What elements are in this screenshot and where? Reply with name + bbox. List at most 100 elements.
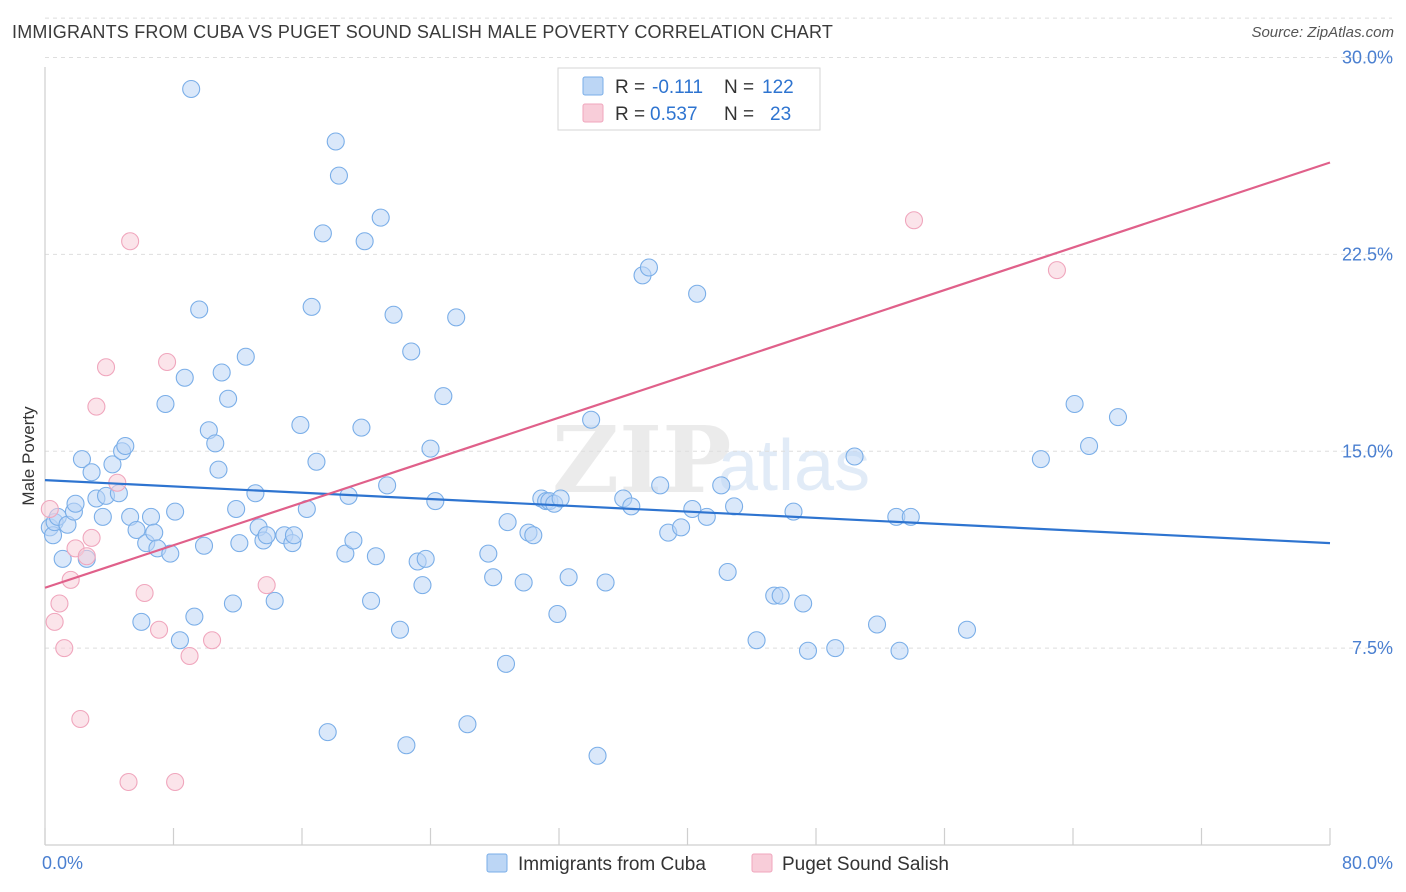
- data-point: [479, 544, 498, 563]
- data-point: [206, 434, 225, 453]
- data-point: [336, 544, 355, 563]
- data-point: [798, 641, 818, 660]
- data-point: [366, 547, 385, 566]
- data-point: [416, 549, 435, 568]
- data-point: [291, 415, 310, 435]
- data-point: [371, 208, 390, 227]
- data-point: [132, 612, 151, 631]
- data-point: [87, 397, 106, 416]
- bottom-legend-swatch-cuba: [486, 853, 508, 873]
- data-point: [180, 646, 199, 666]
- bottom-legend-label-cuba: Immigrants from Cuba: [518, 854, 706, 875]
- data-point: [447, 308, 466, 327]
- data-point: [170, 631, 189, 650]
- data-point: [318, 723, 337, 742]
- data-point: [141, 507, 161, 526]
- legend-r-label-salish: R =: [615, 104, 645, 125]
- data-point: [50, 594, 69, 613]
- legend-n-value-salish: 23: [770, 104, 791, 125]
- data-point: [362, 591, 381, 610]
- watermark-zip: ZIP: [552, 406, 731, 514]
- data-point: [484, 568, 503, 587]
- data-point: [45, 612, 64, 631]
- series-legend: Immigrants from Cuba Puget Sound Salish: [486, 853, 949, 875]
- data-point: [212, 363, 231, 382]
- data-point: [524, 526, 543, 545]
- series-immigrants-from-cuba: [40, 79, 1128, 765]
- data-point: [53, 549, 72, 568]
- data-point: [96, 358, 116, 377]
- data-point: [559, 568, 578, 587]
- watermark-atlas: atlas: [718, 426, 870, 506]
- data-point: [904, 211, 924, 230]
- legend-r-value-cuba: -0.111: [652, 77, 703, 98]
- data-point: [426, 492, 445, 511]
- data-point: [890, 641, 909, 660]
- data-point: [683, 499, 702, 519]
- data-point: [582, 410, 601, 429]
- data-point: [55, 639, 74, 658]
- data-point: [72, 450, 91, 469]
- data-point: [127, 520, 146, 540]
- data-point: [397, 736, 416, 755]
- data-point: [1065, 394, 1084, 414]
- data-point: [747, 631, 766, 650]
- data-point: [551, 489, 570, 508]
- x-tick-label-max: 80.0%: [1342, 853, 1393, 873]
- data-point: [313, 224, 332, 243]
- data-point: [390, 620, 410, 639]
- data-point: [149, 620, 169, 639]
- data-point: [203, 631, 222, 650]
- data-point: [725, 497, 744, 516]
- stats-legend: R = -0.111 N = 122 R = 0.537 N = 23: [557, 67, 821, 131]
- legend-swatch-cuba: [582, 76, 604, 96]
- data-point: [161, 544, 180, 563]
- data-point: [421, 439, 440, 458]
- data-point: [1047, 261, 1066, 280]
- data-point: [901, 507, 920, 526]
- bottom-legend-label-salish: Puget Sound Salish: [782, 854, 949, 875]
- trend-lines: [44, 161, 1331, 589]
- data-point: [230, 534, 249, 553]
- data-point: [672, 518, 691, 537]
- data-point: [352, 418, 371, 437]
- data-point: [190, 300, 209, 319]
- data-point: [458, 715, 477, 734]
- data-point: [514, 573, 533, 592]
- data-point: [227, 499, 246, 519]
- data-point: [302, 297, 321, 316]
- data-point: [156, 394, 175, 414]
- data-point: [66, 494, 85, 513]
- data-point: [93, 507, 112, 526]
- data-point: [40, 499, 59, 519]
- data-point: [71, 709, 90, 729]
- data-point: [957, 620, 977, 639]
- data-point: [622, 497, 641, 516]
- data-point: [175, 368, 194, 387]
- data-point: [329, 166, 348, 185]
- data-point: [712, 476, 731, 495]
- data-point: [867, 615, 887, 634]
- data-point: [307, 452, 326, 471]
- data-point: [344, 531, 363, 550]
- data-point: [284, 526, 304, 545]
- data-point: [257, 576, 276, 595]
- legend-n-label-salish: N =: [724, 104, 754, 125]
- data-point: [103, 455, 122, 474]
- data-point: [219, 389, 238, 408]
- data-point: [402, 342, 421, 361]
- data-point: [209, 460, 228, 479]
- data-point: [771, 586, 790, 605]
- data-point: [257, 526, 276, 545]
- data-point: [121, 232, 140, 251]
- y-tick-label-1: 15.0%: [1342, 441, 1393, 461]
- data-point: [794, 594, 813, 613]
- data-point: [166, 772, 185, 792]
- y-tick-labels: 7.5% 15.0% 22.5% 30.0%: [1342, 48, 1393, 659]
- data-point: [845, 447, 864, 466]
- data-point: [182, 79, 201, 99]
- data-point: [82, 528, 101, 547]
- data-point: [236, 347, 255, 366]
- data-point: [588, 746, 607, 765]
